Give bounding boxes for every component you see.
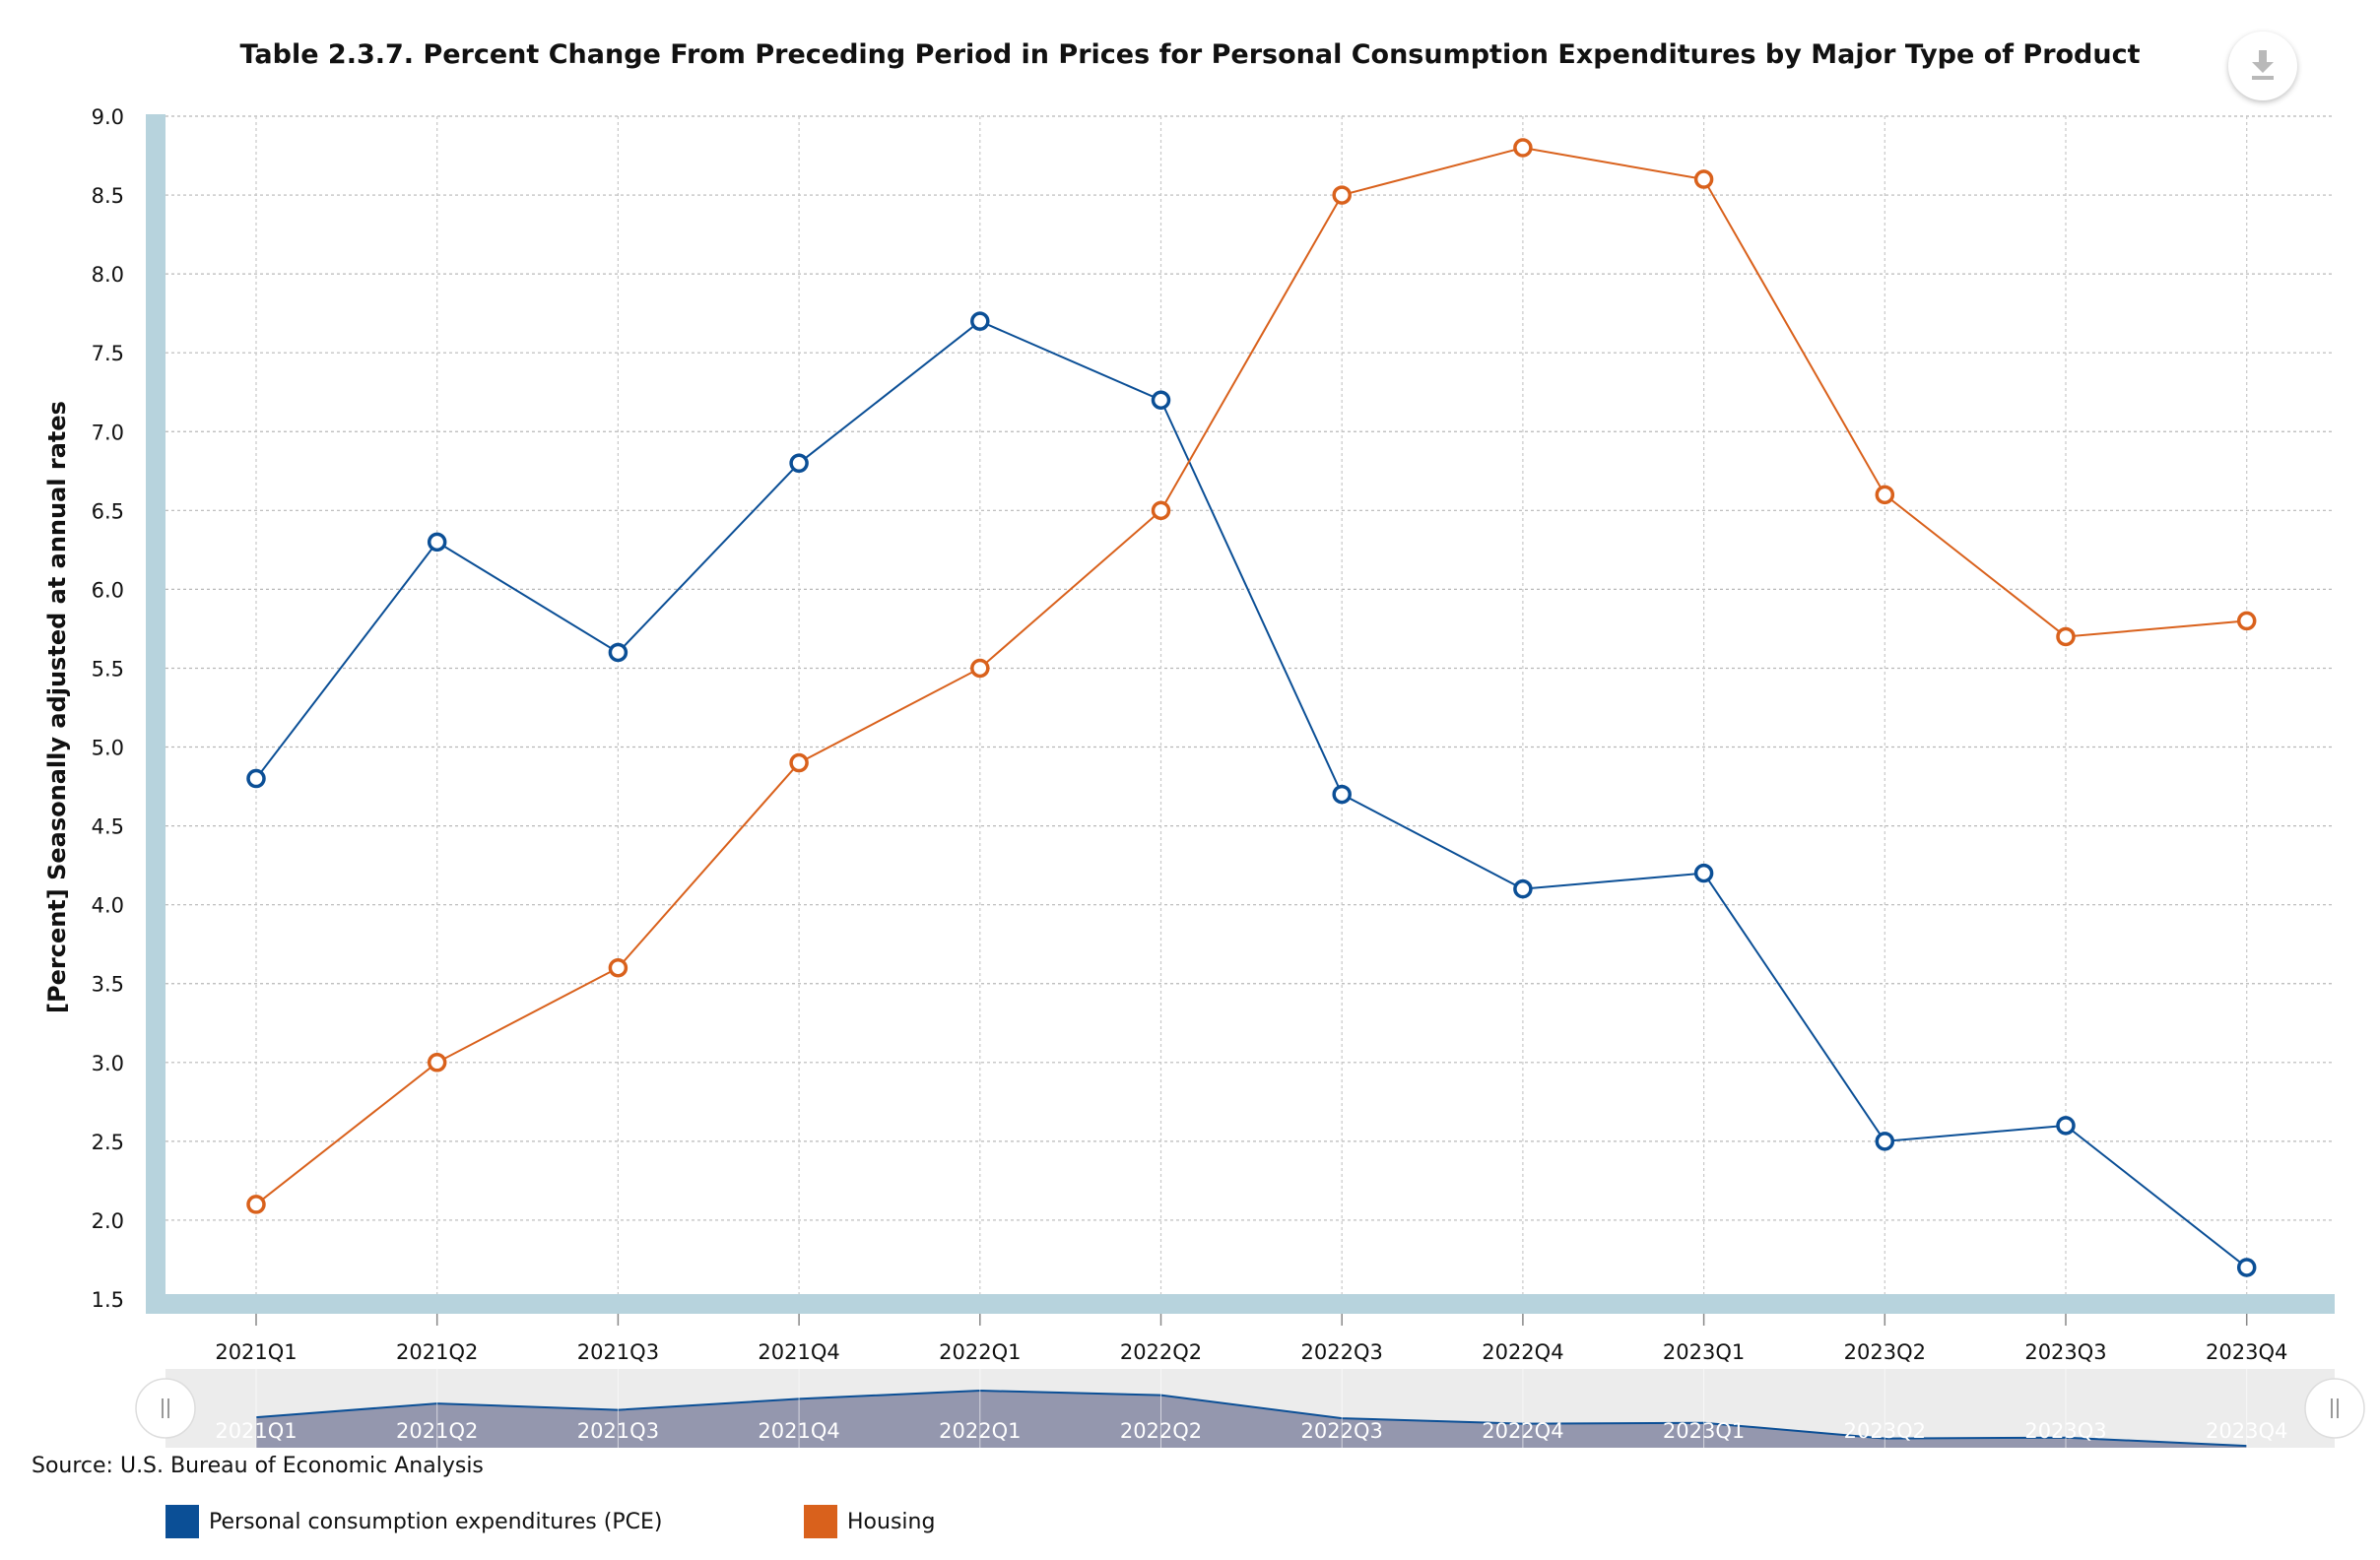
navigator-tick-label: 2022Q3 [1301,1419,1383,1443]
navigator-handle-right[interactable] [2304,1378,2365,1439]
data-point-housing [246,1195,266,1214]
source-note: Source: U.S. Bureau of Economic Analysis [32,1454,484,1478]
y-tick-label: 2.5 [92,1131,124,1154]
y-tick-label: 3.5 [92,973,124,997]
series-line-housing [255,147,2247,1205]
x-tick-label: 2022Q2 [1120,1340,1202,1364]
navigator-tick-label: 2021Q2 [396,1419,478,1443]
navigator[interactable]: 2021Q1 2021Q2 2021Q3 2021Q4 2022Q1 2022Q2 2022… [135,1369,2365,1448]
series-layer [246,138,2257,1277]
chart-title: Table 2.3.7. Percent Change From Precedi… [239,39,2141,70]
chart-area: 1.5 2.0 2.5 3.0 3.5 4.0 4.5 5.0 5.5 6.0 6.5 7.0 7.5 8… [43,105,2365,1448]
x-tick-label: 2022Q3 [1301,1340,1383,1364]
data-point-pce [789,453,809,474]
navigator-tick-label: 2021Q4 [758,1419,839,1443]
x-tick-label: 2021Q4 [758,1340,839,1364]
data-point-housing [1875,485,1895,505]
y-tick-label: 1.5 [92,1288,124,1312]
data-point-housing [1332,185,1352,205]
data-point-housing [970,658,990,679]
data-point-housing [2056,626,2076,647]
y-tick-label: 5.0 [92,737,124,760]
data-point-pce [1693,863,1714,883]
x-tick-label: 2023Q4 [2206,1340,2287,1364]
grid [165,115,2335,1300]
y-tick-label: 8.5 [92,184,124,208]
y-tick-label: 4.5 [92,815,124,839]
handle-knob [2304,1378,2365,1439]
navigator-tick-label: 2022Q1 [939,1419,1021,1443]
y-tick-label: 8.0 [92,263,124,287]
y-tick-label: 6.0 [92,578,124,602]
x-tick-label: 2021Q3 [577,1340,659,1364]
navigator-area [256,1391,2247,1448]
y-tick-label: 2.0 [92,1209,124,1233]
data-point-pce [970,311,990,331]
data-point-housing [608,957,628,978]
legend-swatch-housing [804,1505,837,1538]
x-axis: 2021Q1 2021Q2 2021Q3 2021Q4 2022Q1 2022Q2 2022… [165,1294,2335,1364]
data-point-pce [246,768,266,789]
navigator-tick-label: 2022Q4 [1482,1419,1563,1443]
data-point-pce [427,532,447,552]
handle-knob [135,1378,196,1439]
navigator-tick-label: 2023Q2 [1844,1419,1926,1443]
y-tick-label: 3.0 [92,1052,124,1075]
legend-label-housing: Housing [847,1509,936,1534]
legend-item-housing[interactable]: Housing [804,1505,935,1538]
navigator-tick-label: 2023Q4 [2206,1419,2287,1443]
x-tick-label: 2023Q2 [1844,1340,1926,1364]
navigator-tick-label: 2021Q3 [577,1419,659,1443]
data-point-housing [1513,138,1533,158]
y-tick-label: 4.0 [92,894,124,918]
y-axis-band [146,114,165,1314]
navigator-handle-left[interactable] [135,1378,196,1439]
x-tick-label: 2021Q2 [396,1340,478,1364]
x-tick-label: 2022Q1 [939,1340,1021,1364]
data-point-pce [608,642,628,663]
x-tick-label: 2022Q4 [1482,1340,1563,1364]
data-point-pce [1332,784,1352,805]
y-tick-label: 9.0 [92,105,124,129]
data-point-housing [789,752,809,773]
data-point-pce [1875,1132,1895,1151]
data-point-housing [1151,500,1171,521]
download-button[interactable] [2228,32,2297,100]
data-point-pce [1151,390,1171,410]
y-axis-title: [Percent] Seasonally adjusted at annual … [43,401,71,1013]
y-axis: 1.5 2.0 2.5 3.0 3.5 4.0 4.5 5.0 5.5 6.0 6.5 7.0 7.5 8… [43,105,165,1314]
navigator-tick-label: 2023Q3 [2024,1419,2106,1443]
legend-swatch-pce [165,1505,199,1538]
x-tick-label: 2021Q1 [215,1340,297,1364]
navigator-tick-label: 2022Q2 [1120,1419,1202,1443]
legend-label-pce: Personal consumption expenditures (PCE) [209,1509,663,1534]
x-tick-label: 2023Q1 [1663,1340,1745,1364]
legend-item-pce[interactable]: Personal consumption expenditures (PCE) [165,1505,662,1538]
y-tick-label: 7.5 [92,342,124,365]
navigator-line [255,1389,2247,1448]
data-point-pce [1513,878,1533,899]
navigator-tick-label: 2021Q1 [215,1419,297,1443]
data-point-pce [2236,1258,2257,1277]
series-line-pce [255,320,2248,1268]
data-point-housing [427,1053,447,1072]
x-tick-label: 2023Q3 [2024,1340,2106,1364]
x-axis-band [165,1294,2335,1314]
navigator-tick-label: 2023Q1 [1663,1419,1745,1443]
y-tick-label: 7.0 [92,421,124,444]
y-tick-label: 5.5 [92,657,124,681]
download-icon [2252,50,2274,80]
data-point-pce [2056,1116,2076,1136]
y-tick-label: 6.5 [92,499,124,523]
data-point-housing [2236,611,2257,631]
data-point-housing [1693,169,1714,189]
